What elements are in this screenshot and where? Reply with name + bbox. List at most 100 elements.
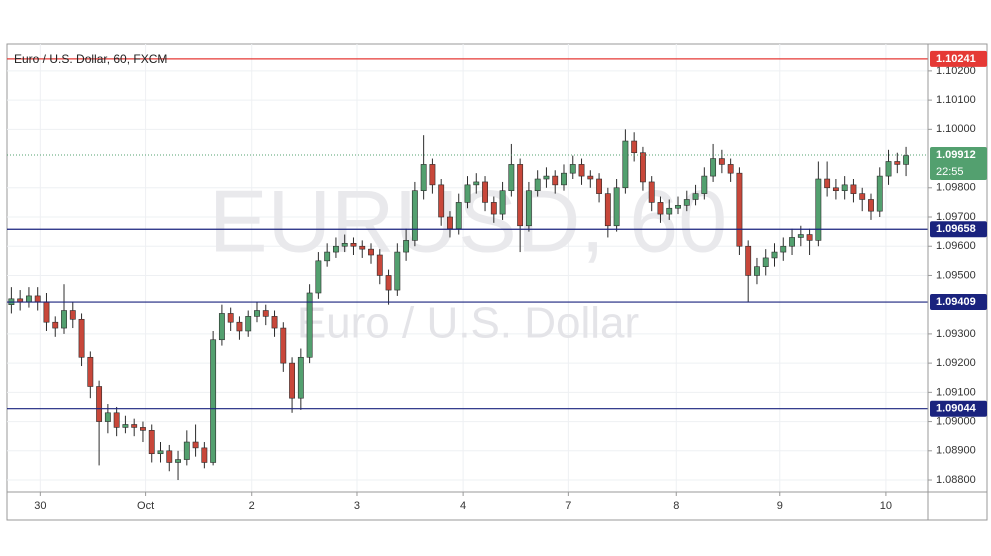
candle-body [385,275,392,291]
candle-body [876,175,883,212]
y-tick-label: 1.09200 [936,357,976,369]
candle-body [69,310,76,320]
candle-body [315,260,322,294]
candle-body [455,202,462,229]
x-tick-label: 30 [34,500,46,512]
x-tick-label: 7 [565,500,571,512]
candle-body [525,190,532,227]
candle-body [192,441,199,449]
candle-body [289,362,296,399]
candle-body [894,161,901,165]
candle-body [78,318,85,358]
candle-body [754,266,760,276]
candle-body [868,199,874,212]
candle-body [280,327,287,364]
candle-body [543,175,550,180]
level-label-box [930,50,987,67]
candle-body [34,295,41,303]
candle-body [797,234,804,238]
candle-body [859,193,866,200]
candle-body [473,181,480,186]
candle-body [771,251,778,259]
y-tick-label: 1.09500 [936,269,976,281]
candle-body [841,184,848,192]
chart-title: Euro / U.S. Dollar, 60, FXCM [14,52,167,66]
x-tick-label: Oct [137,500,154,512]
candle-body [552,175,559,186]
countdown: 22:55 [936,166,964,178]
candle-body [464,184,471,203]
candle-body [175,459,181,463]
candle-body [648,181,655,203]
candle-body [245,316,252,332]
level-label-box [930,221,987,238]
candle-body [17,298,24,303]
watermark-subtitle: Euro / U.S. Dollar [297,299,639,348]
x-tick-label: 9 [777,500,783,512]
y-tick-label: 1.09600 [936,240,976,252]
y-tick-label: 1.09300 [936,328,976,340]
candle-body [227,313,234,323]
candle-body [157,450,164,455]
y-tick-label: 1.08900 [936,445,976,457]
candle-body [482,181,488,203]
y-tick-label: 1.09100 [936,386,976,398]
candle-body [113,412,120,428]
level-label: 1.09044 [936,403,977,415]
current-price-label: 1.09912 [936,149,976,161]
x-tick-label: 10 [880,500,892,512]
candle-body [666,207,673,215]
candle-body [561,172,567,186]
y-tick-label: 1.09000 [936,415,976,427]
y-tick-label: 1.08800 [936,474,976,486]
candle-body [438,184,445,218]
level-label: 1.09409 [936,296,976,308]
candle-body [403,240,410,253]
candle-body [43,301,50,323]
candle-body [429,164,436,186]
level-label-box [930,400,987,417]
candle-body [376,254,383,276]
candle-body [359,245,366,250]
candle-body [622,140,629,189]
candle-body [96,386,103,422]
candle-body [122,424,129,428]
candle-body [517,164,524,227]
candle-body [885,161,892,177]
candle-body [210,339,217,463]
y-tick-label: 1.10000 [936,123,976,135]
candle-body [745,245,752,276]
level-label: 1.09658 [936,223,976,235]
candle-body [832,187,839,192]
candle-body [596,178,603,194]
candles [7,58,928,481]
candle-body [701,175,708,194]
candle-body [903,155,910,165]
candle-body [52,321,59,329]
candle-body [727,164,734,174]
candle-body [692,193,699,200]
y-tick-label: 1.09700 [936,211,976,223]
candle-body [736,172,743,247]
candle-body [710,158,717,177]
candle-body [87,356,94,387]
candle-body [824,178,831,189]
candle-body [789,237,795,247]
current-price-box [930,147,987,181]
candle-body [604,193,611,227]
candle-body [411,190,418,241]
candle-body [306,292,313,358]
candle-body [718,158,725,165]
candle-body [447,216,453,229]
candle-body [341,243,348,247]
candle-body [183,441,190,460]
candle-body [639,152,646,183]
candle-body [534,178,541,192]
candle-body [104,412,111,422]
candle-body [61,310,67,329]
candle-body [631,140,638,154]
candle-body [262,310,269,317]
candle-body [806,234,813,241]
x-tick-label: 4 [460,500,466,512]
